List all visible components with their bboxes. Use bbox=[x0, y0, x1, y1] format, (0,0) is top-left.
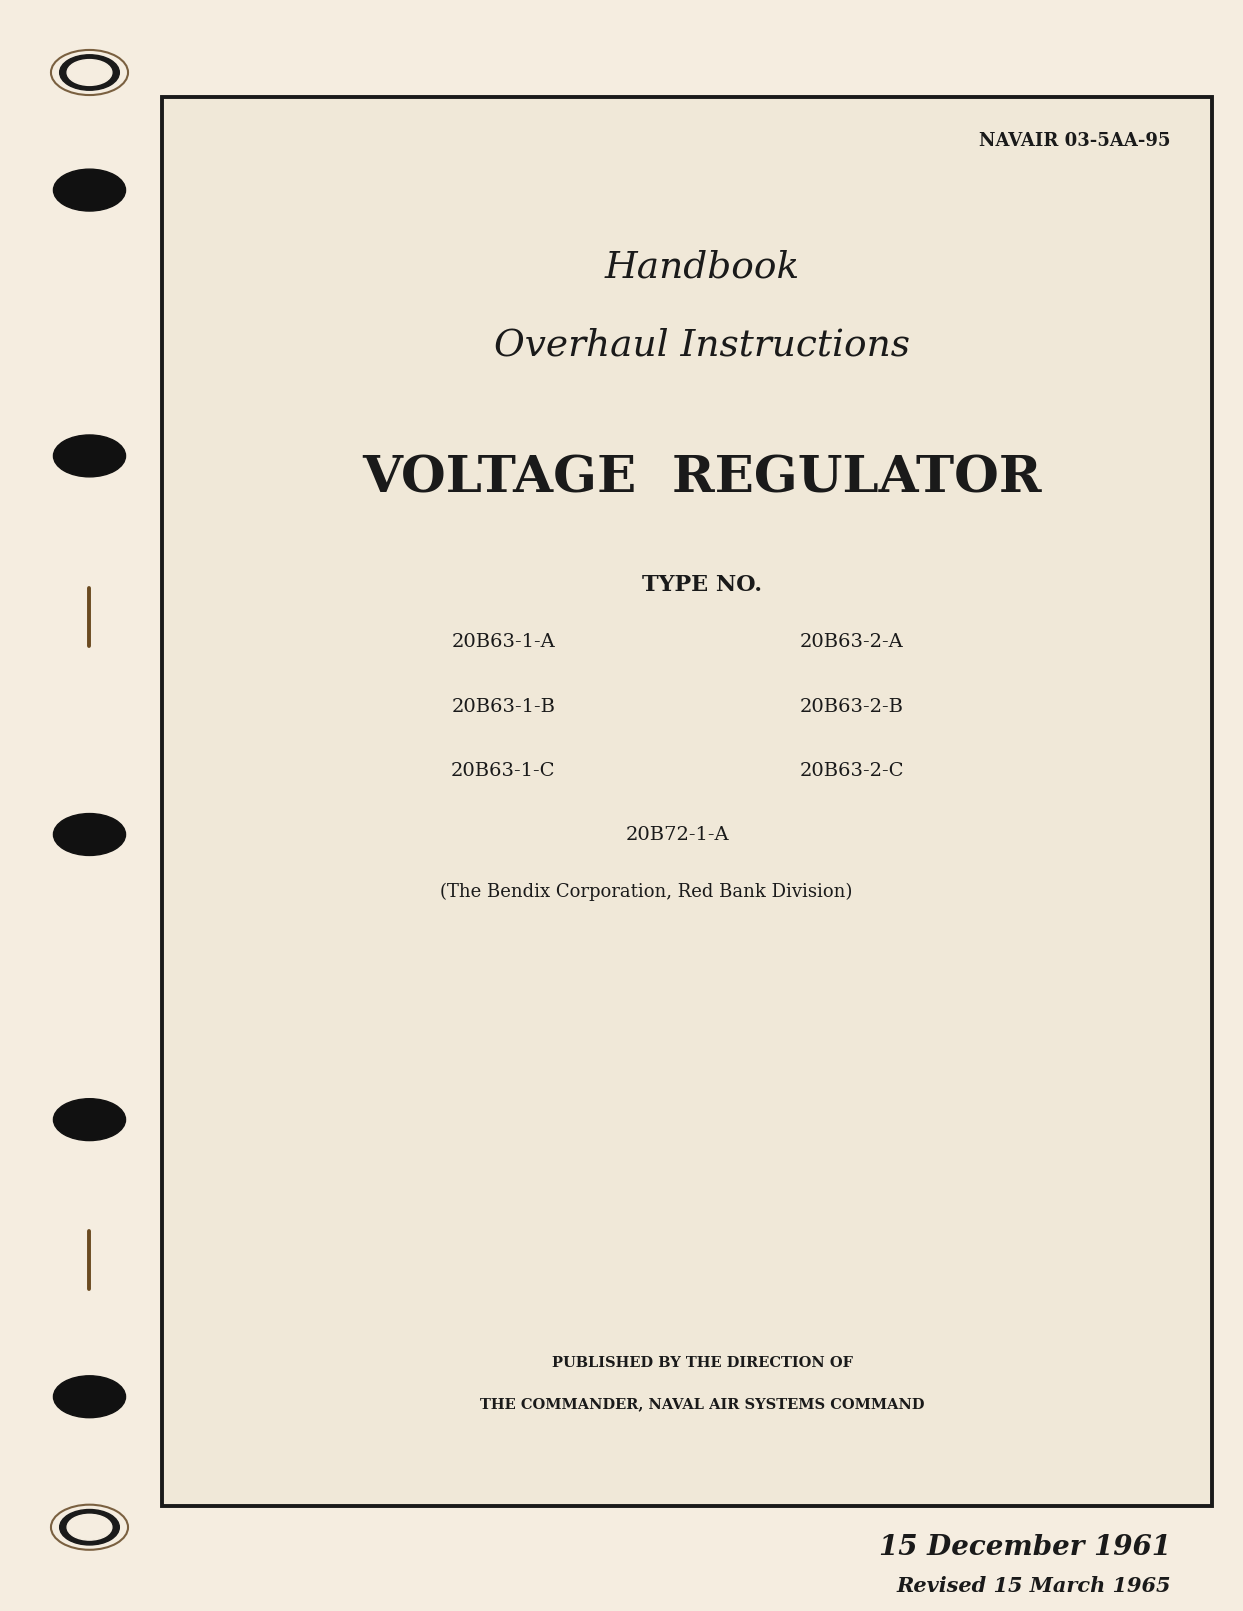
Text: (The Bendix Corporation, Red Bank Division): (The Bendix Corporation, Red Bank Divisi… bbox=[440, 883, 853, 901]
Text: 20B63-1-B: 20B63-1-B bbox=[451, 698, 556, 715]
Text: 20B63-2-B: 20B63-2-B bbox=[799, 698, 904, 715]
Text: 20B72-1-A: 20B72-1-A bbox=[625, 826, 730, 844]
Ellipse shape bbox=[53, 1376, 126, 1418]
Ellipse shape bbox=[53, 814, 126, 855]
Ellipse shape bbox=[48, 1503, 131, 1551]
Text: Handbook: Handbook bbox=[604, 250, 800, 285]
Text: 20B63-2-C: 20B63-2-C bbox=[799, 762, 904, 780]
Text: Overhaul Instructions: Overhaul Instructions bbox=[495, 327, 910, 362]
Text: 20B63-1-C: 20B63-1-C bbox=[451, 762, 556, 780]
Text: PUBLISHED BY THE DIRECTION OF: PUBLISHED BY THE DIRECTION OF bbox=[552, 1356, 853, 1371]
Ellipse shape bbox=[67, 1514, 112, 1540]
Ellipse shape bbox=[60, 1510, 119, 1545]
Text: TYPE NO.: TYPE NO. bbox=[643, 574, 762, 596]
Ellipse shape bbox=[53, 1099, 126, 1141]
Ellipse shape bbox=[60, 55, 119, 90]
Text: 20B63-2-A: 20B63-2-A bbox=[799, 633, 904, 651]
Text: 15 December 1961: 15 December 1961 bbox=[879, 1534, 1171, 1561]
Ellipse shape bbox=[67, 60, 112, 85]
Ellipse shape bbox=[53, 435, 126, 477]
Text: Revised 15 March 1965: Revised 15 March 1965 bbox=[896, 1576, 1171, 1595]
Text: NAVAIR 03-5AA-95: NAVAIR 03-5AA-95 bbox=[979, 132, 1171, 150]
Text: THE COMMANDER, NAVAL AIR SYSTEMS COMMAND: THE COMMANDER, NAVAL AIR SYSTEMS COMMAND bbox=[480, 1397, 925, 1411]
Ellipse shape bbox=[53, 169, 126, 211]
Ellipse shape bbox=[48, 48, 131, 97]
Bar bbox=[162, 97, 1212, 1506]
Text: VOLTAGE  REGULATOR: VOLTAGE REGULATOR bbox=[363, 454, 1042, 503]
Text: 20B63-1-A: 20B63-1-A bbox=[451, 633, 556, 651]
